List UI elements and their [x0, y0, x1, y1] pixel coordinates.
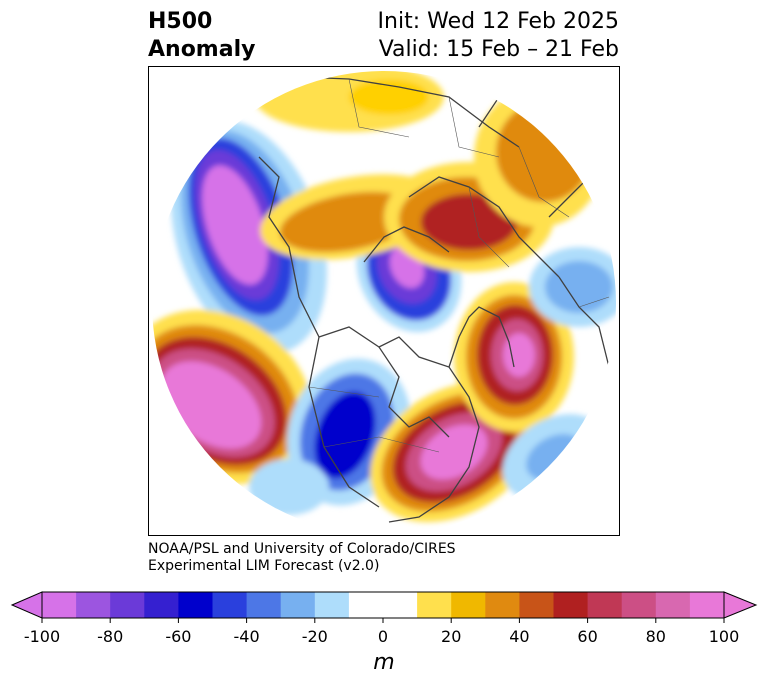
colorbar-segment: [689, 592, 725, 618]
colorbar-tick-label: 0: [378, 627, 388, 646]
colorbar-tick-label: 40: [509, 627, 529, 646]
colorbar-segment: [553, 592, 589, 618]
colorbar-unit: m: [373, 650, 394, 675]
colorbar-segment: [178, 592, 213, 618]
colorbar-tick-label: -20: [302, 627, 328, 646]
field-type: Anomaly: [148, 37, 256, 62]
colorbar-segment: [246, 592, 282, 618]
colorbar-segment: [144, 592, 179, 618]
colorbar-tick-label: 100: [709, 627, 740, 646]
init-date: Init: Wed 12 Feb 2025: [377, 9, 619, 34]
colorbar-segment: [451, 592, 486, 618]
colorbar-tick-label: 20: [441, 627, 461, 646]
colorbar-segment: [76, 592, 111, 618]
colorbar-tick-label: 80: [646, 627, 666, 646]
anomaly-map: [152, 71, 616, 523]
colorbar-segment: [587, 592, 623, 618]
colorbar-segment: [348, 592, 384, 618]
credit-line-2: Experimental LIM Forecast (v2.0): [148, 558, 380, 574]
colorbar-segment: [485, 592, 520, 618]
credit: NOAA/PSL and University of Colorado/CIRE…: [148, 541, 456, 575]
title-right: Init: Wed 12 Feb 2025 Valid: 15 Feb – 21…: [378, 8, 619, 64]
borders: [308, 78, 610, 453]
colorbar-tick-label: -40: [234, 627, 260, 646]
colorbar-tick-label: 60: [577, 627, 597, 646]
colorbar-segment: [417, 592, 452, 618]
colorbar-segment: [314, 592, 350, 618]
colorbar: -100 -80 -60 -40 -20 0 20 40 60 80 100 m: [10, 591, 758, 675]
colorbar-segment: [110, 592, 145, 618]
credit-line-1: NOAA/PSL and University of Colorado/CIRE…: [148, 541, 456, 557]
colorbar-segment: [212, 592, 248, 618]
anomaly-shading: [152, 71, 616, 523]
title-left: H500 Anomaly: [148, 8, 255, 64]
map-panel: [148, 66, 620, 536]
variable-name: H500: [148, 9, 213, 34]
colorbar-segment: [42, 592, 77, 618]
colorbar-segment: [519, 592, 554, 618]
colorbar-tick-label: -60: [165, 627, 191, 646]
colorbar-tick-label: -80: [97, 627, 123, 646]
colorbar-segment: [280, 592, 316, 618]
colorbar-extend-low: [10, 591, 43, 619]
colorbar-ticks: -100 -80 -60 -40 -20 0 20 40 60 80 100: [24, 618, 739, 646]
colorbar-extend-high: [723, 591, 758, 619]
colorbar-segments: [42, 592, 725, 618]
colorbar-segment: [655, 592, 691, 618]
valid-range: Valid: 15 Feb – 21 Feb: [378, 37, 619, 62]
colorbar-segment: [621, 592, 657, 618]
colorbar-segment: [383, 592, 418, 618]
colorbar-tick-label: -100: [24, 627, 60, 646]
